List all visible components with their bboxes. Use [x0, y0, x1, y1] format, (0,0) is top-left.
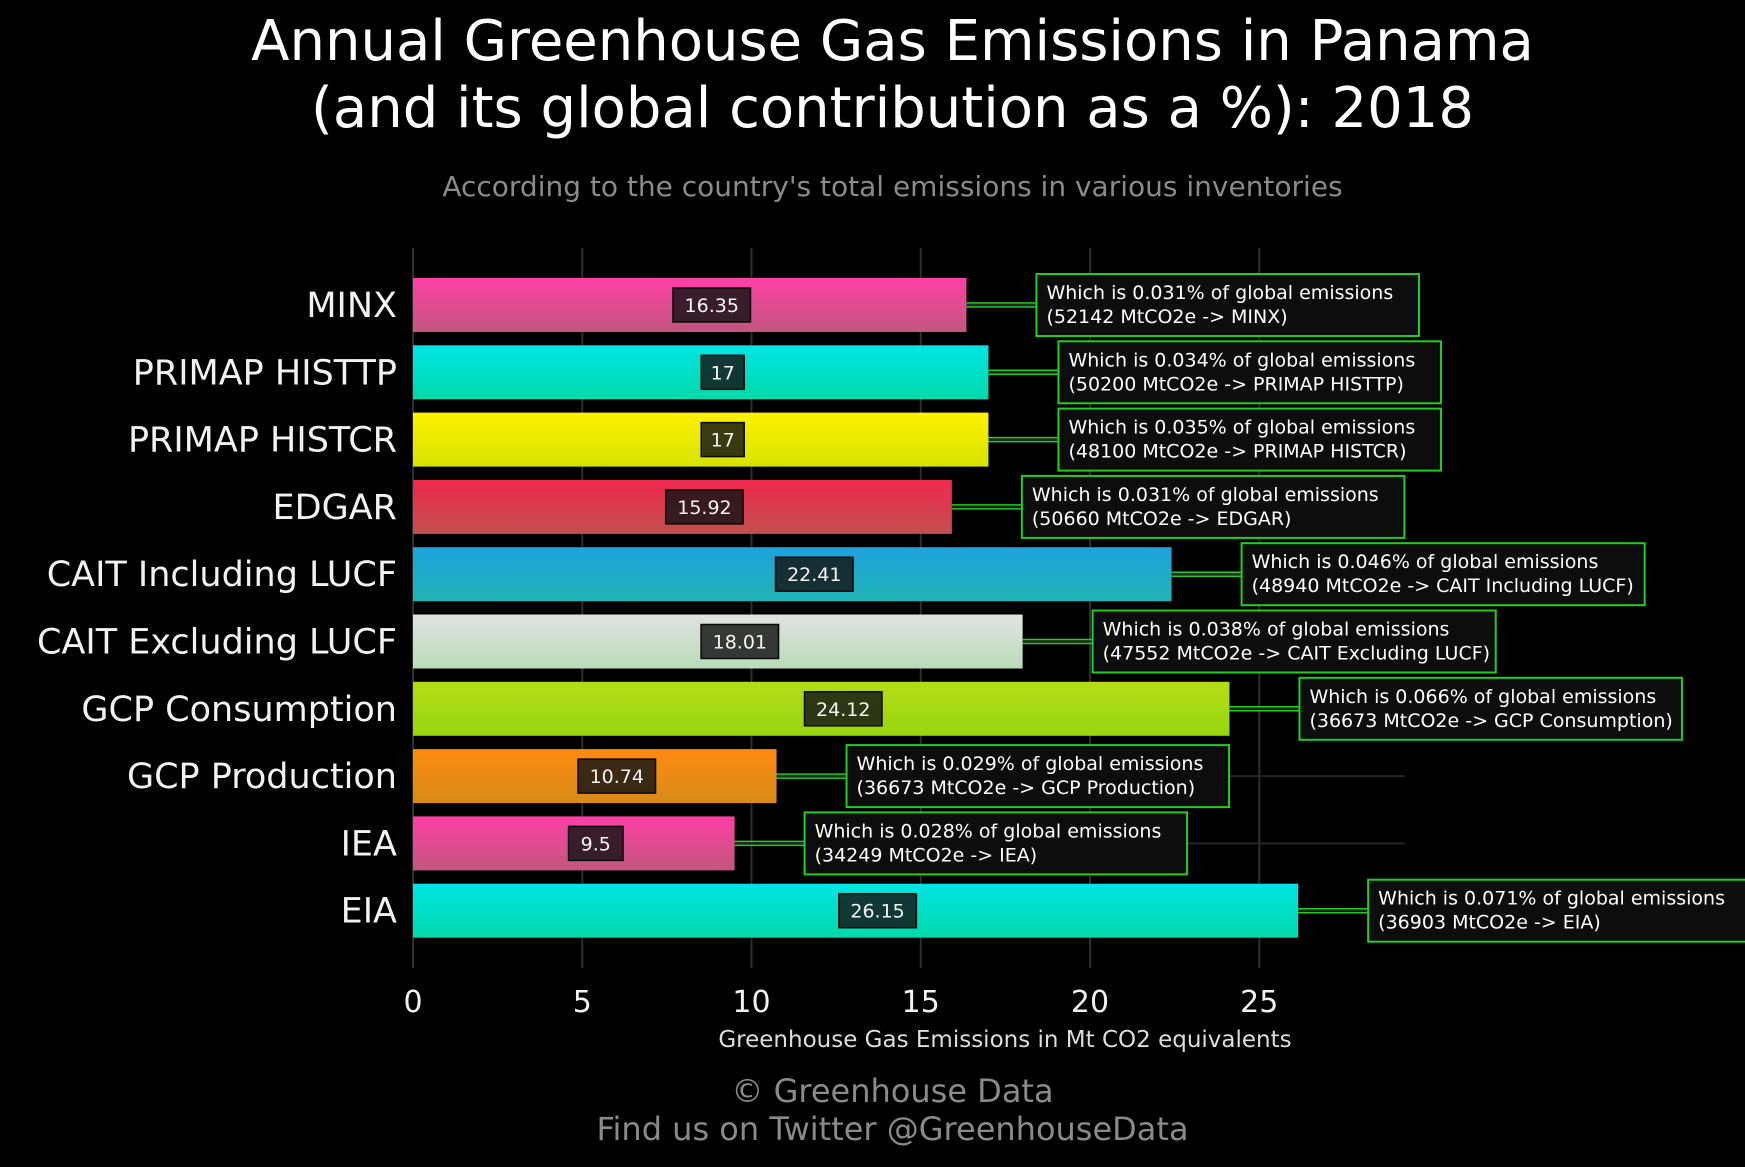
- chart-title-line2: (and its global contribution as a %): 20…: [311, 76, 1474, 141]
- category-label: PRIMAP HISTCR: [128, 421, 397, 461]
- annotation-line1: Which is 0.035% of global emissions: [1068, 417, 1415, 439]
- annotation-box: [1298, 676, 1683, 741]
- category-label: MINX: [306, 286, 397, 326]
- annotation-line1: Which is 0.038% of global emissions: [1103, 619, 1450, 641]
- footer-copyright: © Greenhouse Data: [731, 1072, 1054, 1110]
- x-tick-label: 15: [902, 985, 940, 1020]
- x-axis-title: Greenhouse Gas Emissions in Mt CO2 equiv…: [718, 1027, 1291, 1053]
- category-label: CAIT Excluding LUCF: [37, 623, 397, 663]
- annotation-box: [1057, 407, 1442, 472]
- annotation-box: [1240, 542, 1646, 607]
- category-label: GCP Consumption: [81, 690, 397, 730]
- chart-title-line1: Annual Greenhouse Gas Emissions in Panam…: [251, 9, 1534, 74]
- x-tick-label: 10: [732, 985, 770, 1020]
- annotation-line2: (34249 MtCO2e -> IEA): [815, 844, 1038, 866]
- value-label-box: [700, 354, 745, 391]
- chart-title: Annual Greenhouse Gas Emissions in Panam…: [0, 8, 1745, 142]
- category-label: CAIT Including LUCF: [47, 555, 397, 595]
- axis-layer: 0 5 10 15 20 25 MINX PRIMAP HISTTP PRIMAP HISTCR…: [37, 286, 1278, 1020]
- footer-twitter: Find us on Twitter @GreenhouseData: [596, 1110, 1189, 1148]
- x-tick-label: 0: [403, 985, 422, 1020]
- annotation-box: [1035, 273, 1420, 337]
- value-label-box: [803, 691, 883, 727]
- value-label: 16.35: [685, 295, 739, 317]
- annotation-line1: Which is 0.029% of global emissions: [857, 753, 1204, 775]
- annotation-line1: Which is 0.034% of global emissions: [1068, 349, 1415, 371]
- annotation-line2: (50200 MtCO2e -> PRIMAP HISTTP): [1068, 373, 1403, 395]
- value-label-box: [672, 287, 752, 323]
- annotation-line2: (48940 MtCO2e -> CAIT Including LUCF): [1252, 575, 1634, 597]
- annotation-line1: Which is 0.031% of global emissions: [1032, 484, 1379, 506]
- annotation-line2: (47552 MtCO2e -> CAIT Excluding LUCF): [1103, 643, 1490, 665]
- annotation-box: [803, 811, 1189, 876]
- value-label: 17: [711, 430, 735, 452]
- value-label-box: [664, 489, 744, 525]
- annotation-box: [845, 744, 1231, 809]
- annotation-line2: (52142 MtCO2e -> MINX): [1046, 306, 1287, 328]
- value-label: 22.41: [787, 564, 841, 586]
- category-label: GCP Production: [127, 757, 397, 797]
- value-label-box: [838, 892, 918, 929]
- x-tick-label: 20: [1071, 985, 1109, 1020]
- value-label: 9.5: [581, 833, 611, 855]
- annotation-line2: (50660 MtCO2e -> EDGAR): [1032, 508, 1292, 530]
- value-label-box: [567, 825, 624, 862]
- annotation-line2: (48100 MtCO2e -> PRIMAP HISTCR): [1068, 441, 1406, 463]
- value-label: 10.74: [590, 766, 644, 788]
- value-label: 24.12: [816, 699, 870, 721]
- value-label-box: [577, 758, 657, 794]
- value-label: 17: [711, 362, 735, 384]
- annotation-line2: (36673 MtCO2e -> GCP Consumption): [1309, 710, 1672, 732]
- annotation-line2: (36673 MtCO2e -> GCP Production): [857, 777, 1196, 799]
- annotation-box: [1020, 474, 1406, 539]
- value-label: 26.15: [850, 901, 904, 923]
- value-label-box: [700, 623, 780, 660]
- x-tick-label: 25: [1240, 985, 1278, 1020]
- annotation-line2: (36903 MtCO2e -> EIA): [1378, 912, 1601, 934]
- category-label: PRIMAP HISTTP: [133, 353, 397, 393]
- chart-subtitle: According to the country's total emissio…: [442, 170, 1343, 203]
- annotation-box: [1367, 878, 1745, 943]
- annotation-line1: Which is 0.066% of global emissions: [1309, 686, 1656, 708]
- x-tick-label: 5: [573, 985, 592, 1020]
- value-label: 15.92: [677, 497, 731, 519]
- annotation-box: [1091, 609, 1497, 674]
- value-label: 18.01: [713, 632, 767, 654]
- annotation-line1: Which is 0.028% of global emissions: [815, 820, 1162, 842]
- value-label-box: [774, 556, 854, 592]
- value-label-box: [700, 421, 745, 458]
- annotation-line1: Which is 0.046% of global emissions: [1252, 551, 1599, 573]
- category-label: IEA: [341, 824, 397, 864]
- annotation-line1: Which is 0.071% of global emissions: [1378, 888, 1725, 910]
- category-label: EIA: [341, 892, 397, 932]
- bar-layer: 16.35 Which is 0.031% of global emissions…: [413, 273, 1745, 943]
- category-label: EDGAR: [273, 488, 397, 528]
- annotation-line1: Which is 0.031% of global emissions: [1046, 282, 1393, 304]
- annotation-box: [1057, 340, 1442, 405]
